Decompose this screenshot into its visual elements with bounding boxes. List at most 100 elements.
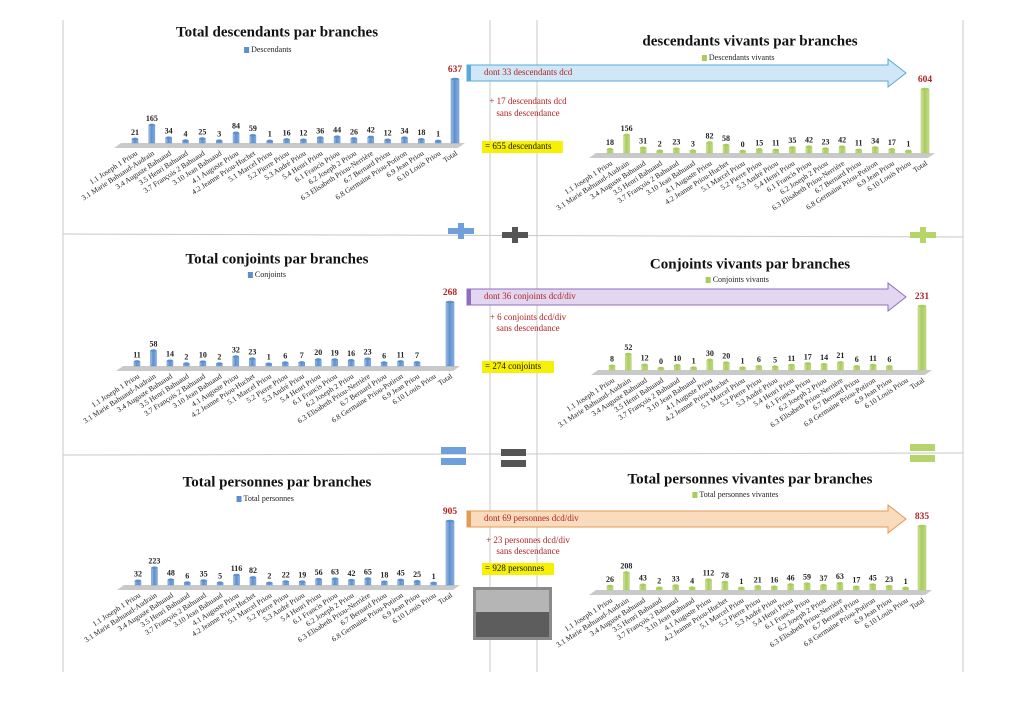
value-label: 58	[722, 134, 730, 143]
bar	[148, 124, 156, 144]
bar-cap	[839, 145, 846, 148]
value-label: 46	[787, 573, 795, 582]
value-label: 6	[185, 571, 189, 580]
bar-cap	[872, 146, 879, 149]
bar-cap	[348, 358, 355, 362]
bar-cap	[132, 137, 138, 141]
value-label: 12	[299, 129, 307, 138]
value-label: 78	[721, 571, 729, 580]
value-label: 35	[788, 136, 796, 145]
bar-cap	[738, 586, 745, 590]
bar-cap	[788, 363, 795, 367]
bar-cap	[446, 300, 454, 304]
value-label: 22	[282, 570, 290, 579]
bar-cap	[334, 135, 341, 139]
bar-cap	[853, 585, 860, 589]
bar-cap	[384, 138, 391, 142]
bar-cap	[772, 365, 779, 368]
value-label: 34	[400, 127, 408, 136]
value-label: 63	[331, 568, 339, 577]
bar-cap	[414, 579, 421, 583]
arrow-tail	[467, 65, 471, 81]
value-label: 1	[904, 577, 908, 586]
bar-cap	[607, 584, 613, 588]
bar-cap	[332, 577, 339, 580]
bar-cap	[804, 582, 811, 585]
value-label: 42	[838, 136, 846, 145]
bar-cap	[183, 362, 190, 365]
bar	[706, 142, 713, 154]
equals-icon	[441, 447, 466, 454]
floor	[114, 143, 465, 148]
bar-cap	[249, 133, 256, 137]
value-label: 34	[165, 127, 173, 136]
bar-cap	[348, 578, 355, 582]
chart-title: Total personnes par branches	[183, 474, 372, 490]
bar-cap	[886, 584, 893, 588]
equals-icon	[501, 460, 526, 467]
bar-cap	[283, 138, 290, 141]
bar-cap	[148, 123, 155, 127]
legend-swatch	[701, 55, 707, 61]
bar-cap	[151, 566, 158, 570]
legend-swatch	[692, 492, 698, 498]
bar-cap	[331, 358, 338, 361]
value-label: 23	[822, 137, 830, 146]
value-label: 84	[232, 122, 240, 131]
bar	[623, 572, 630, 591]
bar-cap	[199, 360, 206, 363]
bar-cap	[200, 579, 207, 582]
bar-cap	[888, 147, 895, 151]
photo	[473, 587, 552, 640]
bar	[920, 88, 930, 154]
bar-cap	[414, 361, 421, 364]
bar-cap	[721, 580, 728, 584]
bar-cap	[918, 304, 926, 308]
photo-back	[476, 590, 549, 612]
bar-cap	[165, 136, 172, 139]
bar-cap	[317, 136, 324, 139]
bar-cap	[787, 583, 794, 586]
bar-cap	[184, 581, 191, 584]
bar	[232, 132, 240, 144]
bar-cap	[150, 349, 157, 352]
value-label: 6	[887, 355, 891, 364]
plus-icon	[910, 227, 936, 243]
value-label: 21	[131, 128, 139, 137]
value-label: 7	[300, 351, 304, 360]
legend-label: Total personnes	[244, 494, 294, 503]
value-label: 10	[673, 354, 681, 363]
value-label: 16	[770, 576, 778, 585]
bar-cap	[886, 365, 893, 368]
value-label: 11	[788, 354, 796, 363]
bar-cap	[870, 363, 877, 367]
value-label: 0	[659, 357, 663, 366]
value-label: 59	[249, 124, 257, 133]
bar	[623, 134, 630, 154]
bar-cap	[216, 139, 223, 143]
plus-icon	[448, 223, 474, 239]
result-highlight	[482, 141, 563, 153]
value-label: 2	[657, 577, 661, 586]
bar	[232, 356, 240, 367]
value-label: 18	[380, 571, 388, 580]
value-label: 12	[384, 129, 392, 138]
floor	[117, 585, 460, 590]
value-label: 223	[148, 557, 160, 566]
bar-cap	[265, 362, 272, 366]
value-label: 65	[364, 567, 372, 576]
bar-cap	[821, 362, 828, 366]
bar-cap	[918, 524, 926, 528]
bar-cap	[232, 355, 239, 358]
bar-cap	[315, 577, 322, 581]
value-label: 43	[639, 574, 647, 583]
value-label: 35	[200, 569, 208, 578]
value-label: 2	[217, 352, 221, 361]
value-label: 5	[218, 571, 222, 580]
value-label: 45	[869, 573, 877, 582]
value-label: 11	[869, 354, 877, 363]
total-label: 835	[915, 512, 930, 522]
total-label: 905	[443, 507, 458, 517]
value-label: 17	[852, 576, 860, 585]
